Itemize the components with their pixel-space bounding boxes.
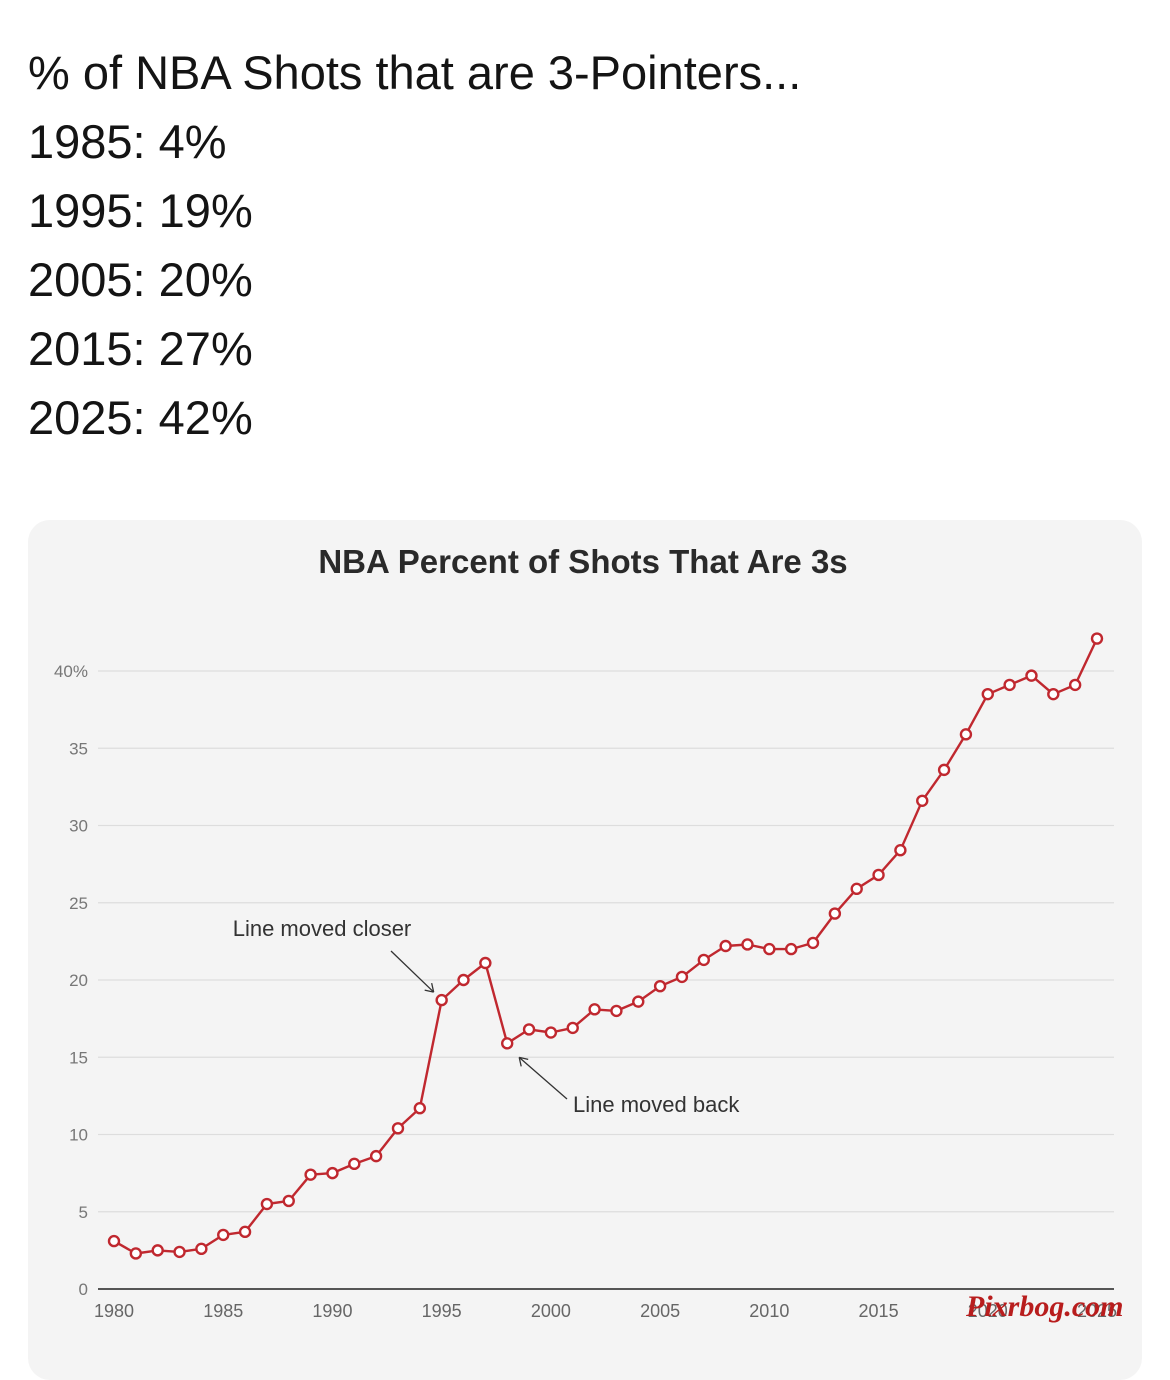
y-tick-label: 5 bbox=[79, 1203, 88, 1222]
data-point bbox=[588, 1003, 601, 1016]
line-chart: NBA Percent of Shots That Are 3s 0 5 10 15 2… bbox=[54, 543, 1117, 1321]
data-point bbox=[1068, 678, 1082, 692]
data-point bbox=[916, 794, 929, 807]
y-tick-label: 15 bbox=[69, 1048, 88, 1067]
data-point bbox=[348, 1157, 361, 1171]
data-point bbox=[522, 1023, 536, 1036]
data-point bbox=[981, 687, 994, 701]
data-point bbox=[413, 1102, 427, 1115]
annotation-label: Line moved closer bbox=[233, 916, 412, 941]
annotations: Line moved closer Line moved back bbox=[233, 916, 741, 1117]
data-point bbox=[173, 1245, 186, 1259]
data-point bbox=[435, 993, 448, 1007]
data-point bbox=[129, 1247, 143, 1260]
data-point bbox=[326, 1166, 339, 1180]
y-tick-label: 30 bbox=[69, 817, 88, 836]
data-point bbox=[282, 1194, 295, 1208]
data-point bbox=[195, 1242, 208, 1256]
y-tick-label: 40% bbox=[54, 662, 88, 681]
data-point bbox=[544, 1026, 558, 1039]
data-point bbox=[1090, 632, 1104, 645]
y-tick-label: 0 bbox=[79, 1280, 88, 1299]
post-stat-line: 1985: 4% bbox=[28, 115, 227, 168]
data-point bbox=[260, 1197, 274, 1211]
post-heading: % of NBA Shots that are 3-Pointers... bbox=[28, 46, 802, 99]
data-point bbox=[610, 1004, 623, 1018]
y-tick-label: 25 bbox=[69, 894, 88, 913]
data-point bbox=[566, 1021, 579, 1035]
data-point bbox=[1003, 678, 1016, 692]
data-point bbox=[741, 938, 754, 951]
data-point bbox=[784, 942, 798, 956]
data-point bbox=[457, 973, 470, 987]
data-point bbox=[107, 1234, 121, 1248]
data-point bbox=[653, 979, 667, 993]
data-point bbox=[1025, 669, 1038, 682]
data-point bbox=[675, 970, 689, 984]
chart-title: NBA Percent of Shots That Are 3s bbox=[318, 543, 847, 580]
watermark: Pixrbog.com bbox=[966, 1290, 1124, 1323]
data-point bbox=[304, 1168, 317, 1181]
x-axis-ticks: 1980 1985 1990 1995 2000 2005 2010 2015 2020 2025 bbox=[94, 1301, 1117, 1321]
x-tick-label: 2000 bbox=[531, 1301, 571, 1321]
post-text: % of NBA Shots that are 3-Pointers... 19… bbox=[28, 38, 801, 452]
data-point bbox=[828, 907, 842, 920]
data-point bbox=[937, 763, 951, 777]
data-point bbox=[217, 1228, 230, 1242]
annotation-arrowhead bbox=[518, 1056, 529, 1067]
x-tick-label: 1985 bbox=[203, 1301, 243, 1321]
data-points bbox=[107, 632, 1104, 1260]
data-point bbox=[501, 1037, 514, 1050]
post-stat-line: 2025: 42% bbox=[28, 391, 253, 444]
x-tick-label: 2025 bbox=[1077, 1301, 1117, 1321]
x-tick-label: 2015 bbox=[859, 1301, 899, 1321]
grid-lines bbox=[98, 670, 1114, 1213]
y-tick-label: 10 bbox=[69, 1126, 88, 1145]
annotation-label: Line moved back bbox=[573, 1092, 740, 1117]
annotation-arrowhead bbox=[424, 982, 435, 993]
data-point bbox=[959, 728, 973, 741]
post-stat-line: 2005: 20% bbox=[28, 253, 253, 306]
x-tick-label: 2010 bbox=[749, 1301, 789, 1321]
data-point bbox=[697, 953, 710, 967]
annotation-arrow bbox=[390, 950, 435, 993]
data-point bbox=[894, 844, 907, 857]
post-stat-line: 1995: 19% bbox=[28, 184, 253, 237]
x-tick-label: 2005 bbox=[640, 1301, 680, 1321]
data-point bbox=[151, 1244, 164, 1257]
y-axis-ticks: 0 5 10 15 20 25 30 35 40% bbox=[54, 662, 88, 1299]
data-point bbox=[238, 1225, 252, 1239]
data-point bbox=[763, 942, 776, 956]
data-point bbox=[719, 939, 732, 953]
data-point bbox=[479, 956, 492, 970]
x-tick-label: 1995 bbox=[422, 1301, 462, 1321]
data-point bbox=[1047, 687, 1060, 701]
y-tick-label: 35 bbox=[69, 739, 88, 758]
annotation-arrow bbox=[518, 1056, 568, 1100]
data-point bbox=[850, 882, 863, 896]
post-stat-line: 2015: 27% bbox=[28, 322, 253, 375]
chart-card bbox=[28, 520, 1142, 1380]
x-tick-label: 1990 bbox=[312, 1301, 352, 1321]
x-tick-label: 2020 bbox=[968, 1301, 1008, 1321]
data-point bbox=[806, 936, 820, 950]
series-line bbox=[113, 638, 1099, 1255]
x-tick-label: 1980 bbox=[94, 1301, 134, 1321]
y-tick-label: 20 bbox=[69, 971, 88, 990]
data-point bbox=[369, 1149, 383, 1163]
data-point bbox=[632, 995, 645, 1008]
data-point bbox=[872, 868, 885, 882]
data-point bbox=[391, 1122, 405, 1135]
